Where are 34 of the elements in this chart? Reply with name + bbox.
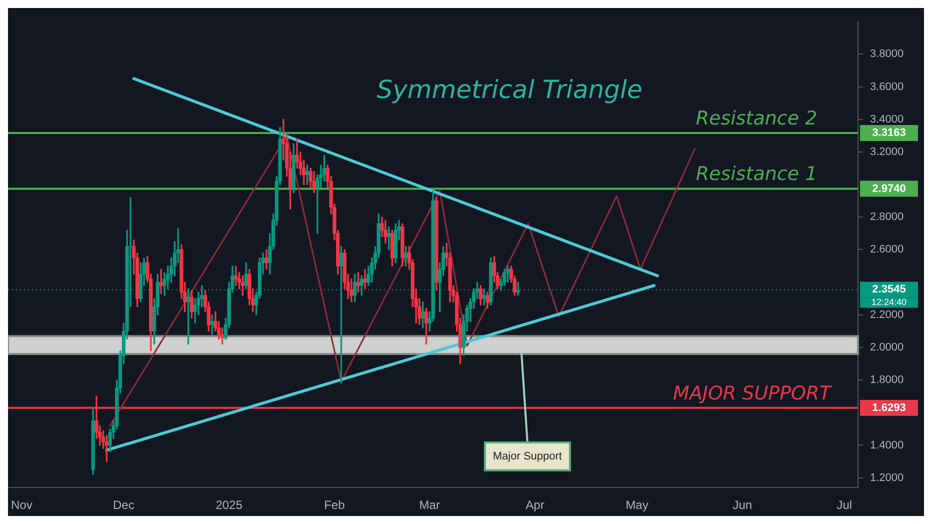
- text: Symmetrical Triangle: [376, 75, 642, 104]
- y-tick-label: 3.6000: [870, 80, 904, 93]
- x-tick-label: Nov: [11, 498, 32, 512]
- ref-line-label: 1.6293: [872, 402, 906, 414]
- y-tick-label: 2.0000: [870, 342, 904, 354]
- candlestick: [482, 288, 486, 306]
- x-tick-label: 2025: [216, 498, 243, 512]
- text: 12:24:40: [871, 297, 907, 308]
- x-tick-label: Dec: [112, 498, 134, 512]
- candlestick: [159, 268, 163, 294]
- y-tick-label: 3.2000: [870, 146, 904, 158]
- candlestick: [210, 314, 214, 335]
- ref-line-label: 2.9740: [872, 182, 906, 195]
- y-tick-label: 3.4000: [870, 113, 904, 126]
- x-tick-label: Jul: [836, 498, 852, 512]
- annotation: Resistance 1: [696, 163, 818, 186]
- x-tick-label: Mar: [419, 498, 440, 512]
- annotation: Major Support: [492, 450, 562, 462]
- y-tick-label: 3.8000: [870, 48, 904, 60]
- annotation: MAJOR SUPPORT: [672, 382, 832, 404]
- x-tick-label: Feb: [324, 498, 346, 512]
- y-tick-label: 2.6000: [870, 244, 904, 256]
- x-tick-label: Apr: [526, 498, 544, 512]
- annotation: Resistance 2: [696, 107, 818, 130]
- y-tick-label: 2.8000: [870, 211, 904, 224]
- ref-line-label: 3.3163: [872, 127, 906, 140]
- y-tick-label: 1.2000: [870, 472, 904, 484]
- y-tick-label: 1.4000: [870, 439, 904, 452]
- x-tick-label: May: [626, 498, 648, 512]
- y-tick-label: 2.2000: [870, 308, 904, 321]
- candlestick: [363, 268, 367, 290]
- x-tick-label: Jun: [732, 498, 752, 512]
- ref-line-label: 2.3545: [872, 284, 906, 296]
- y-tick-label: 1.8000: [870, 374, 904, 386]
